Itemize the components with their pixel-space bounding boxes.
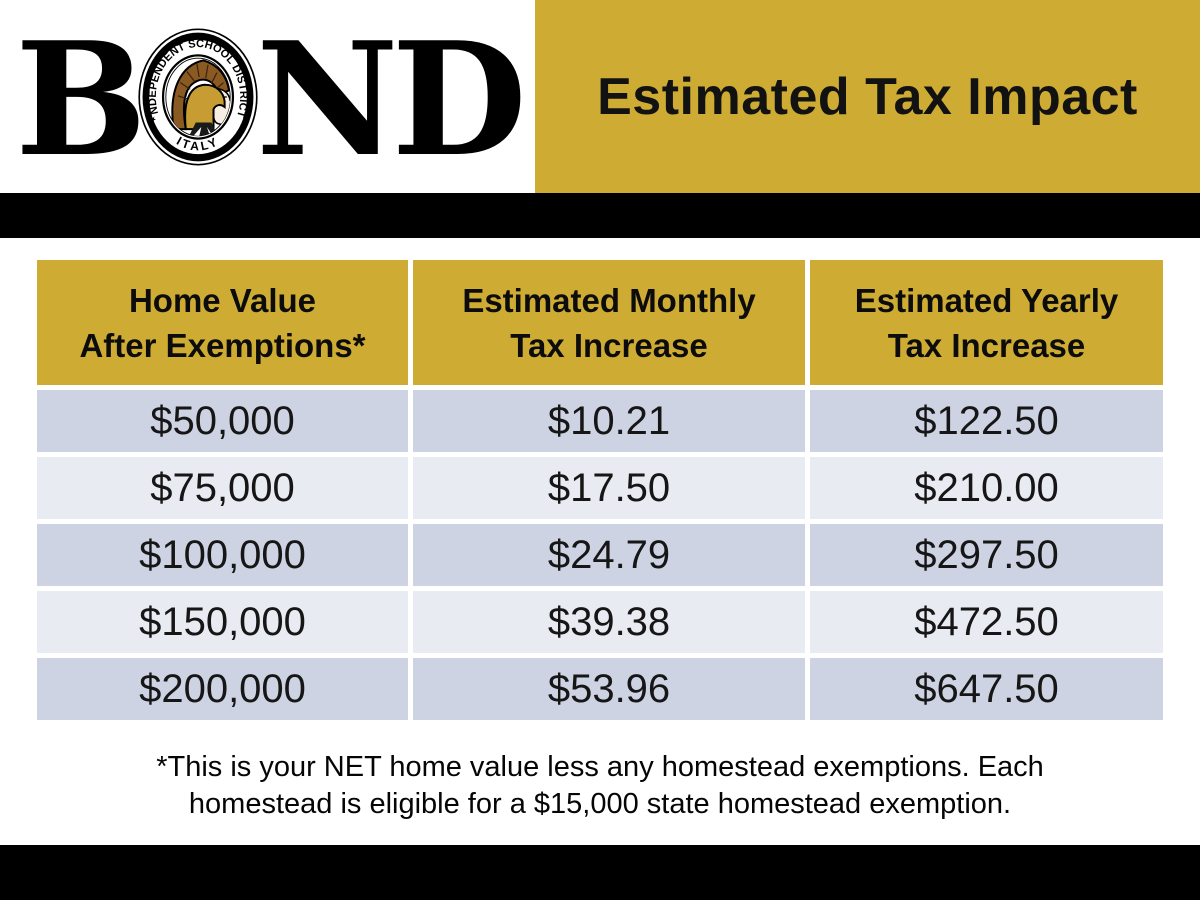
- cell-yearly: $122.50: [810, 390, 1163, 452]
- cell-monthly: $24.79: [413, 524, 805, 586]
- cell-monthly: $10.21: [413, 390, 805, 452]
- tax-impact-table: Home Value After Exemptions* Estimated M…: [37, 260, 1163, 720]
- column-header-line: Estimated Yearly: [854, 281, 1119, 319]
- seal-text-bottom: ITALY: [174, 133, 219, 153]
- footnote-line-2: homestead is eligible for a $15,000 stat…: [188, 788, 1012, 820]
- cell-monthly: $17.50: [413, 457, 805, 519]
- bond-logo: B INDEPENDENT SCHOOL DISTRICT: [15, 7, 527, 191]
- cell-home-value: $150,000: [37, 591, 408, 653]
- district-seal-icon: INDEPENDENT SCHOOL DISTRICT ITALY ★ ★: [137, 27, 258, 165]
- column-header-monthly: Estimated Monthly Tax Increase: [413, 260, 805, 385]
- column-header-line: Home Value: [128, 281, 317, 319]
- top-divider-bar: [0, 193, 1200, 238]
- footnote-line-1: *This is your NET home value less any ho…: [156, 751, 1044, 783]
- seal-star-left-icon: ★: [147, 113, 158, 124]
- cell-yearly: $210.00: [810, 457, 1163, 519]
- footnote: *This is your NET home value less any ho…: [0, 749, 1200, 823]
- svg-text:ITALY: ITALY: [174, 133, 222, 153]
- cell-monthly: $39.38: [413, 591, 805, 653]
- column-header-line: Estimated Monthly: [462, 281, 756, 319]
- column-header-line: After Exemptions*: [79, 326, 366, 364]
- page-title: Estimated Tax Impact: [597, 67, 1138, 126]
- cell-yearly: $647.50: [810, 658, 1163, 720]
- cell-home-value: $75,000: [37, 457, 408, 519]
- cell-home-value: $50,000: [37, 390, 408, 452]
- seal-star-right-icon: ★: [238, 118, 249, 129]
- title-banner: Estimated Tax Impact: [535, 0, 1200, 193]
- logo-letter-b: B: [15, 7, 147, 191]
- cell-home-value: $100,000: [37, 524, 408, 586]
- cell-home-value: $200,000: [37, 658, 408, 720]
- cell-monthly: $53.96: [413, 658, 805, 720]
- logo-letter-nd: ND: [255, 7, 527, 191]
- bottom-divider-bar: [0, 845, 1200, 900]
- column-header-home-value: Home Value After Exemptions*: [37, 260, 408, 385]
- logo-area: B INDEPENDENT SCHOOL DISTRICT: [0, 0, 535, 193]
- column-header-yearly: Estimated Yearly Tax Increase: [810, 260, 1163, 385]
- cell-yearly: $297.50: [810, 524, 1163, 586]
- cell-yearly: $472.50: [810, 591, 1163, 653]
- column-header-line: Tax Increase: [510, 326, 708, 364]
- column-header-line: Tax Increase: [887, 326, 1086, 364]
